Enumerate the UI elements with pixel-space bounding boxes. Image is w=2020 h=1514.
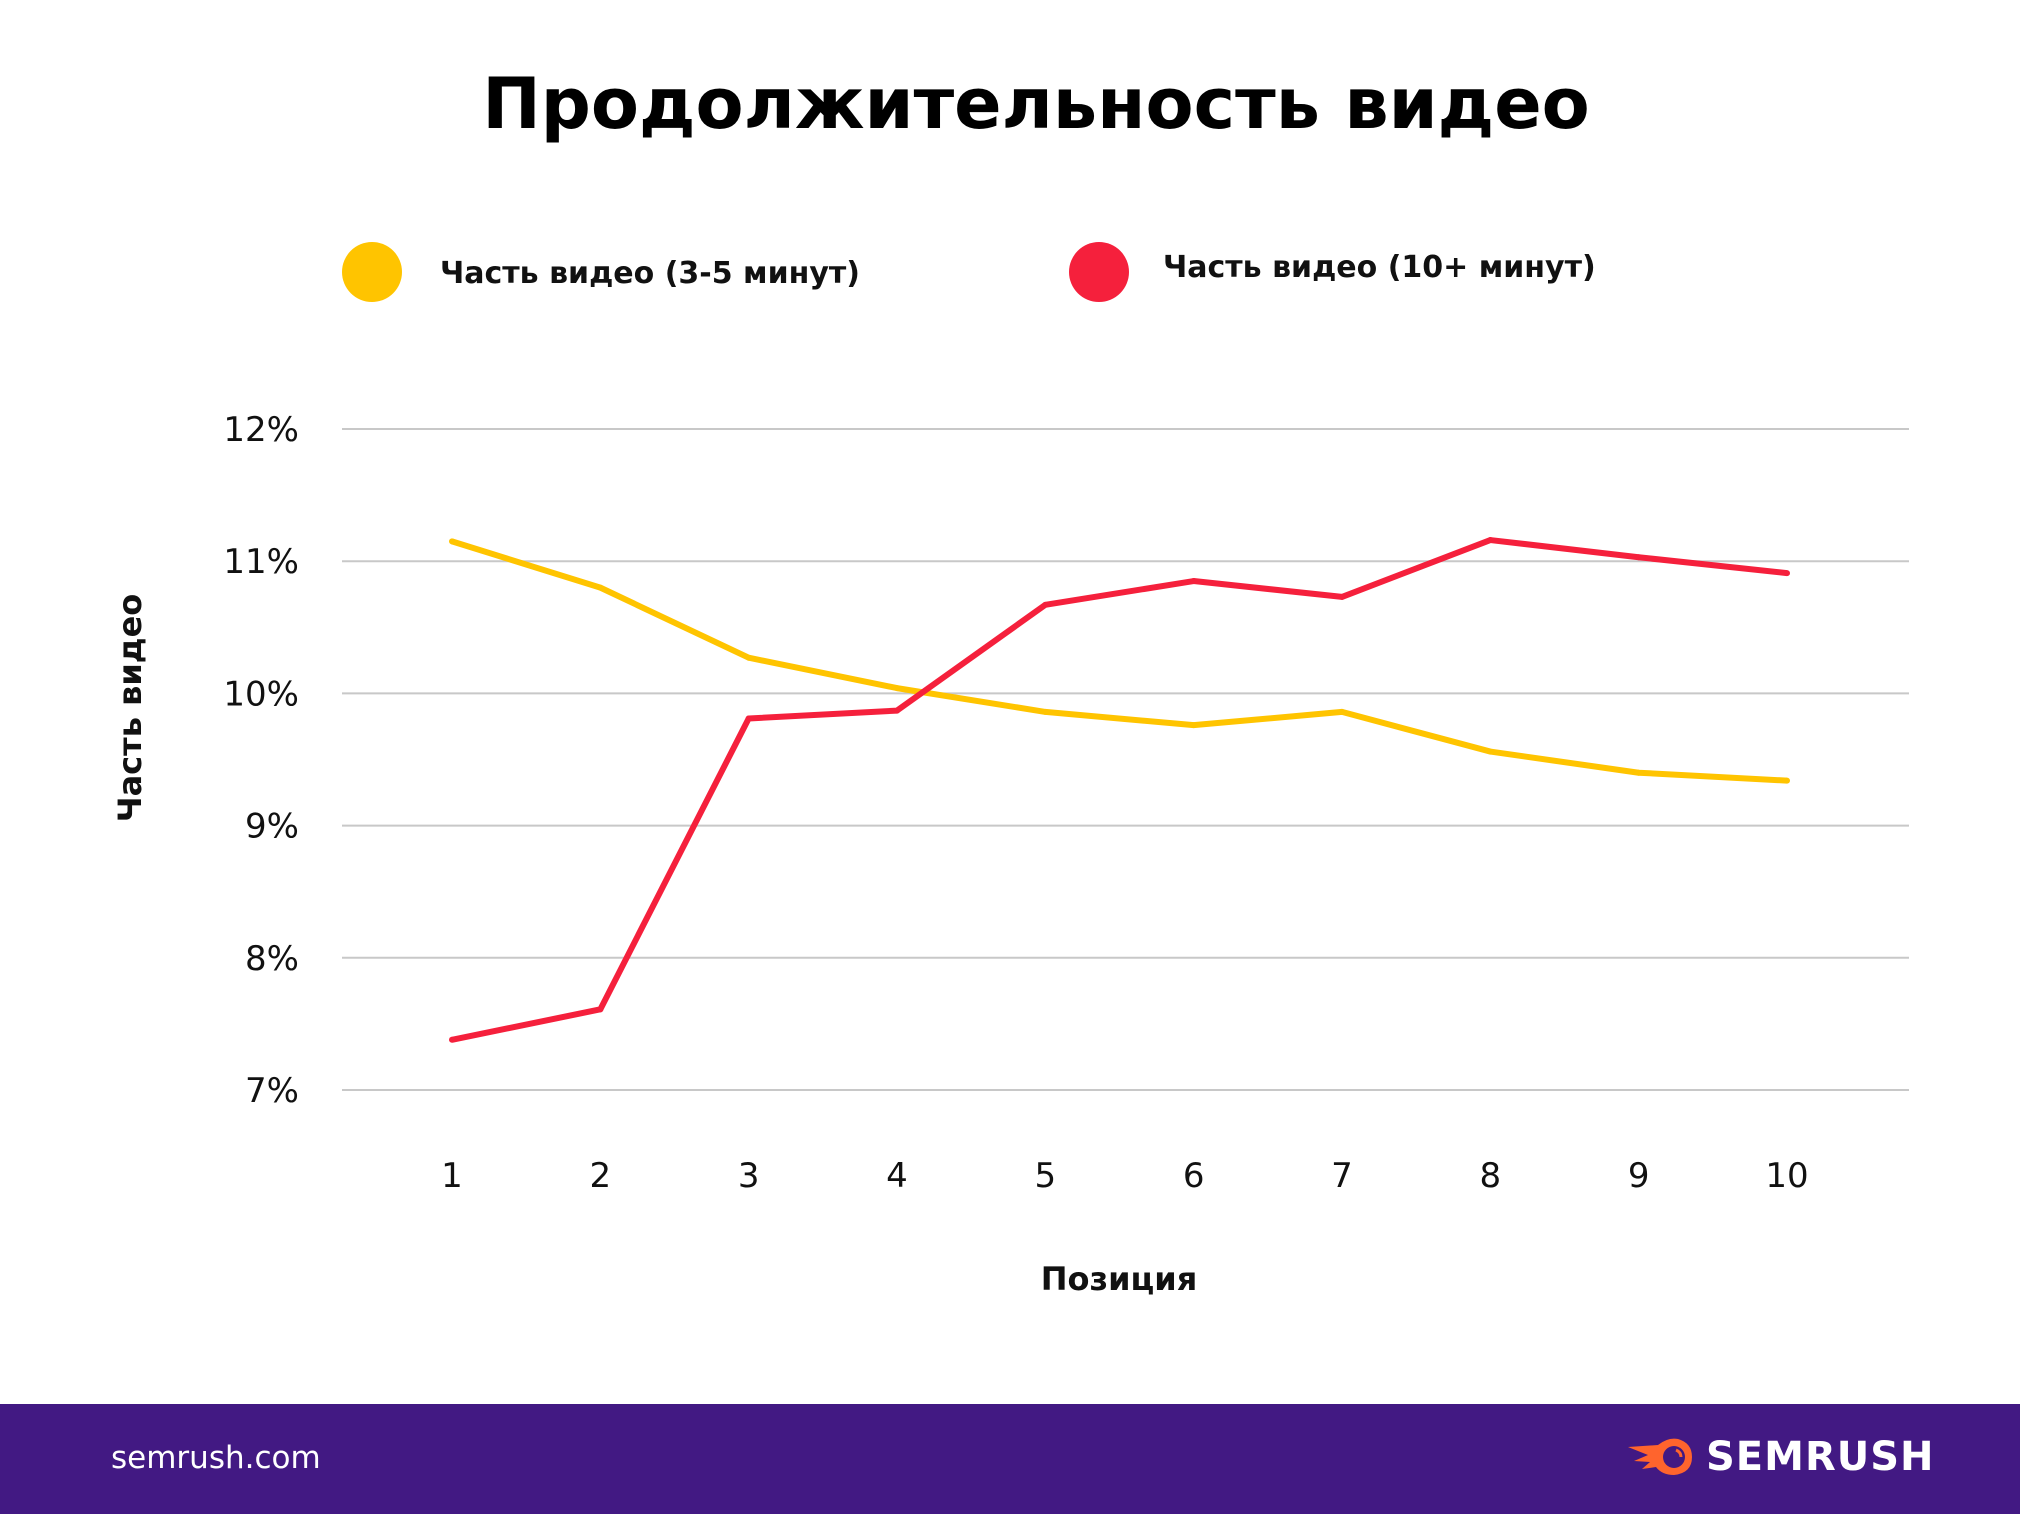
x-tick-label: 5 — [1035, 1156, 1057, 1196]
semrush-logo: SEMRUSH — [1628, 1434, 1935, 1480]
data-point — [1635, 554, 1642, 561]
data-point — [1042, 601, 1049, 608]
y-tick-label: 8% — [245, 939, 299, 979]
data-point — [1190, 578, 1197, 585]
data-point — [597, 1006, 604, 1013]
y-tick-label: 10% — [223, 674, 299, 714]
series-line-1 — [451, 537, 1788, 1043]
x-tick-label: 10 — [1765, 1156, 1808, 1196]
chart: Продолжительность видео Часть видео (3-5… — [111, 63, 1909, 1298]
data-point — [449, 538, 455, 545]
y-axis-label: Часть видео — [111, 594, 149, 823]
data-point — [745, 715, 752, 722]
x-tick-label: 6 — [1183, 1156, 1205, 1196]
x-tick-label: 1 — [441, 1156, 463, 1196]
legend: Часть видео (3-5 минут) Часть видео (10+… — [342, 242, 1596, 302]
x-tick-label: 2 — [590, 1156, 612, 1196]
data-point — [597, 584, 604, 591]
y-tick-label: 11% — [223, 542, 299, 582]
data-point — [1487, 537, 1494, 544]
legend-label-1: Часть видео (10+ минут) — [1163, 250, 1596, 285]
footer: semrush.com SEMRUSH — [0, 1404, 2020, 1514]
legend-label-0: Часть видео (3-5 минут) — [440, 256, 860, 291]
brand-name: SEMRUSH — [1706, 1434, 1935, 1480]
x-tick-label: 9 — [1628, 1156, 1650, 1196]
legend-marker-0 — [342, 242, 402, 302]
data-point — [1339, 593, 1345, 600]
data-point — [745, 654, 752, 661]
y-tick-label: 9% — [245, 807, 299, 847]
data-point — [1339, 708, 1345, 715]
data-point — [1190, 722, 1197, 729]
data-point — [1784, 570, 1790, 577]
legend-marker-1 — [1069, 242, 1129, 302]
fireball-icon — [1628, 1438, 1692, 1475]
x-axis-label: Позиция — [1041, 1260, 1197, 1298]
data-point — [894, 707, 900, 714]
data-point — [1635, 769, 1642, 776]
data-point — [449, 1036, 455, 1043]
y-tick-label: 7% — [245, 1071, 299, 1111]
data-point — [1042, 708, 1049, 715]
x-tick-label: 7 — [1331, 1156, 1353, 1196]
data-point — [894, 685, 900, 692]
site-link[interactable]: semrush.com — [111, 1440, 321, 1476]
chart-title: Продолжительность видео — [482, 63, 1590, 145]
y-tick-label: 12% — [223, 410, 299, 450]
x-tick-label: 4 — [886, 1156, 908, 1196]
series-line-0 — [451, 538, 1788, 784]
data-point — [1487, 748, 1494, 755]
x-tick-label: 8 — [1480, 1156, 1502, 1196]
data-point — [1784, 777, 1790, 784]
x-tick-label: 3 — [738, 1156, 760, 1196]
